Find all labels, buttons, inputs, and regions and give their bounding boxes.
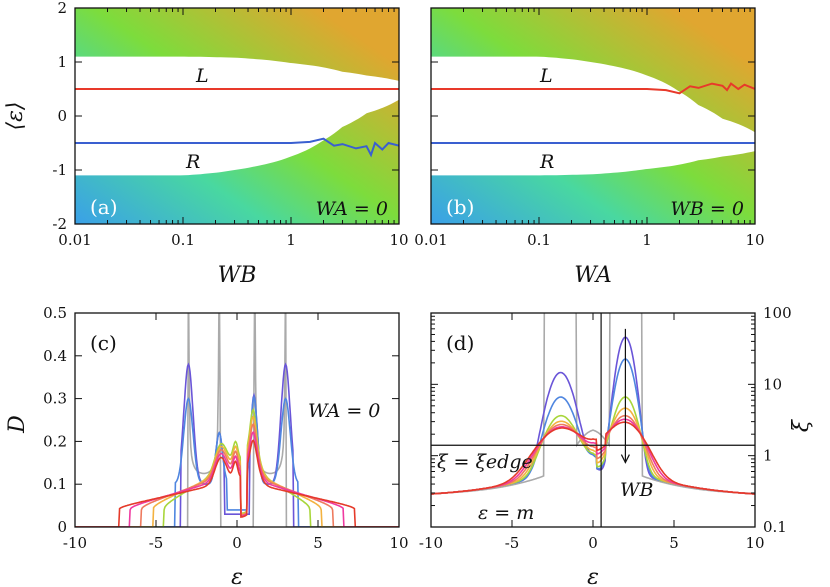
x-tick-label: -10	[419, 534, 443, 552]
panel-c-series-4	[75, 415, 399, 527]
panel-c-plot	[75, 313, 399, 527]
panel-c-xlabel: ε	[231, 565, 243, 587]
panel-b-label: (b)	[446, 195, 474, 219]
panel-b-region-L: L	[539, 65, 553, 87]
panel-a-xlabel: WB	[218, 263, 257, 288]
x-tick-label: 0	[588, 534, 598, 552]
y-tick-label: 0	[57, 107, 67, 125]
panel-d-m-label: ε = m	[478, 502, 534, 524]
x-tick-label: 0.01	[58, 231, 91, 249]
y-tick-label: 0.4	[43, 347, 67, 365]
x-tick-label: -5	[505, 534, 520, 552]
panel-b-condition: WB = 0	[670, 198, 744, 220]
x-tick-label: -5	[149, 534, 164, 552]
panel-b: 0.01 0.1 1 10 L R (b) WB = 0 WA	[414, 7, 765, 288]
panel-d-ylabel: ξ	[789, 418, 814, 432]
panel-a-condition: WA = 0	[316, 198, 388, 220]
y-tick-label: 0.1	[43, 475, 67, 493]
panel-b-plot	[431, 8, 755, 224]
x-tick-label: 5	[313, 534, 323, 552]
panel-a-series-R	[75, 137, 399, 158]
panel-d-frame	[430, 312, 756, 528]
x-tick-label: 5	[669, 534, 679, 552]
y-tick-label: 1	[763, 447, 773, 465]
panel-a-region-L: L	[195, 65, 209, 87]
panel-d-xlabel: ε	[587, 565, 599, 587]
x-tick-label: 1	[286, 231, 296, 249]
panel-d-label: (d)	[446, 331, 474, 355]
y-tick-label: 0	[57, 518, 67, 536]
x-tick-label: 1	[642, 231, 652, 249]
y-tick-label: 100	[763, 304, 792, 322]
panel-b-gap-region	[431, 56, 755, 176]
panel-c-series-1	[75, 362, 399, 527]
panel-d-xi-edge-label: ξ = ξedge	[437, 451, 533, 473]
y-tick-label: -1	[52, 161, 67, 179]
y-tick-label: 10	[763, 375, 782, 393]
panel-b-ticks: 0.01 0.1 1 10	[414, 7, 765, 249]
panel-a: 0.01 0.1 1 10 -2 -1 0 1 2 L R (a) WA = 0 WB ⟨ε⟩	[3, 0, 409, 288]
panel-c-series-7	[75, 439, 399, 527]
y-tick-label: 0.3	[43, 390, 67, 408]
x-tick-label: 10	[745, 534, 764, 552]
x-tick-label: -10	[63, 534, 87, 552]
x-tick-label: 0.01	[414, 231, 447, 249]
panel-b-series-L	[431, 82, 755, 95]
panel-d-arrow-head	[620, 454, 630, 464]
x-tick-label: 10	[745, 231, 764, 249]
x-tick-label: 0.1	[527, 231, 551, 249]
x-tick-label: 0	[232, 534, 242, 552]
panel-a-label: (a)	[90, 195, 118, 219]
x-tick-label: 10	[389, 534, 408, 552]
panel-b-region-R: R	[539, 151, 554, 173]
y-tick-label: 1	[57, 53, 67, 71]
x-tick-label: 10	[389, 231, 408, 249]
panel-d-series-0	[431, 313, 755, 495]
panel-a-region-R: R	[185, 151, 200, 173]
panel-c-series-3	[75, 408, 399, 527]
panel-c-ylabel: D	[5, 415, 30, 434]
panel-a-ylabel: ⟨ε⟩	[3, 102, 28, 131]
y-tick-label: 0.5	[43, 304, 67, 322]
panel-d-series-7	[431, 421, 755, 495]
panel-d-series-2	[431, 358, 755, 495]
panel-c: -10 -5 0 5 10 0 0.1 0.2 0.3 0.4 0.5 (c) WA = 0 ε D	[5, 304, 409, 587]
y-tick-label: 2	[57, 0, 67, 17]
panel-c-series-0	[75, 313, 399, 527]
panel-c-series-5	[75, 422, 399, 527]
panel-c-condition: WA = 0	[308, 400, 380, 422]
panel-b-xlabel: WA	[574, 263, 611, 288]
panel-a-plot	[75, 8, 399, 224]
panel-d-wb-arrow-label: WB	[620, 479, 654, 501]
panel-c-label: (c)	[90, 331, 117, 355]
panel-a-gap-region	[75, 56, 399, 176]
y-tick-label: 0.1	[763, 518, 787, 536]
panel-c-series-6	[75, 430, 399, 527]
panel-c-series-2	[75, 394, 399, 527]
x-tick-label: 0.1	[171, 231, 195, 249]
panel-a-ticks: 0.01 0.1 1 10 -2 -1 0 1 2	[52, 0, 408, 249]
y-tick-label: 0.2	[43, 432, 67, 450]
y-tick-label: -2	[52, 215, 67, 233]
panel-a-condition-text: WA = 0	[316, 198, 388, 220]
panel-c-ticks: -10 -5 0 5 10 0 0.1 0.2 0.3 0.4 0.5	[43, 304, 408, 552]
panel-d-plot	[431, 313, 755, 527]
